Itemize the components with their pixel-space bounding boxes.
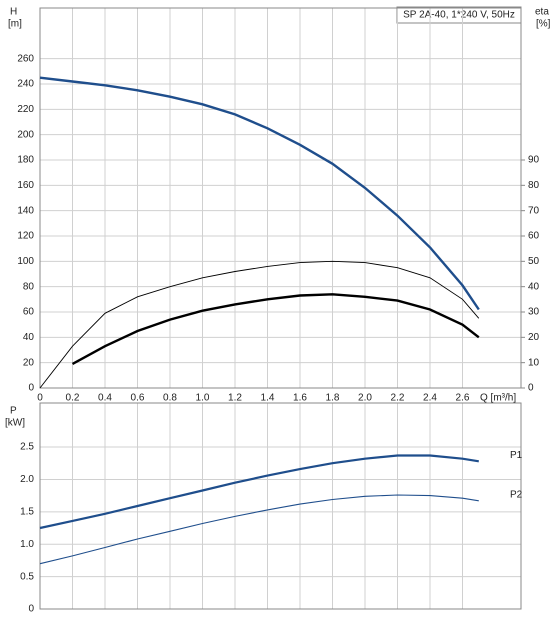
y2-tick-label: 90 [528,155,540,166]
y-tick-label: 1.0 [20,539,34,550]
y2-unit: [%] [536,19,551,30]
x-tick-label: 0.4 [98,393,112,404]
y2-tick-label: 30 [528,307,540,318]
y-label: P [10,406,17,417]
y-tick-label: 80 [23,281,35,292]
y-tick-label: 0 [28,604,34,615]
y-tick-label: 0 [28,383,34,394]
y-tick-label: 220 [17,104,34,115]
y-tick-label: 60 [23,307,35,318]
y-tick-label: 180 [17,155,34,166]
y-tick-label: 40 [23,332,35,343]
x-tick-label: 0.6 [131,393,145,404]
y2-tick-label: 50 [528,256,540,267]
plot-frame [39,7,522,389]
y-tick-label: 240 [17,79,34,90]
series-line [39,494,479,565]
y2-tick-label: 80 [528,180,540,191]
y2-tick-label: 40 [528,281,540,292]
y-label: H [10,7,17,18]
y-unit: [m] [8,19,22,30]
y-tick-label: 260 [17,53,34,64]
y2-tick-label: 60 [528,231,540,242]
y2-tick-label: 70 [528,205,540,216]
x-tick-label: 1.4 [261,393,275,404]
x-tick-label: 2.2 [391,393,405,404]
series-line [39,454,479,530]
x-tick-label: 1.0 [196,393,210,404]
series-line [39,260,480,389]
y-tick-label: 200 [17,129,34,140]
y-tick-label: 2.0 [20,474,34,485]
chart-title: SP 2A-40, 1*240 V, 50Hz [403,10,515,21]
y2-tick-label: 0 [528,383,534,394]
plot-frame [39,402,522,610]
y-tick-label: 1.5 [20,506,34,517]
y2-label: eta [535,7,549,18]
y-unit: [kW] [5,418,25,429]
x-tick-label: 0 [37,393,43,404]
series-line [71,293,480,365]
series-label: P1 [510,450,523,461]
y-tick-label: 20 [23,357,35,368]
y-tick-label: 160 [17,180,34,191]
x-tick-label: 0.8 [163,393,177,404]
y-tick-label: 140 [17,205,34,216]
x-tick-label: 1.8 [326,393,340,404]
x-tick-label: 2.6 [456,393,470,404]
series-line [39,76,480,311]
x-tick-label: 0.2 [66,393,80,404]
x-tick-label: 1.6 [293,393,307,404]
x-tick-label: 1.2 [228,393,242,404]
y-tick-label: 100 [17,256,34,267]
y-tick-label: 0.5 [20,571,34,582]
y-tick-label: 2.5 [20,442,34,453]
y-tick-label: 120 [17,231,34,242]
x-label: Q [m³/h] [480,393,516,404]
series-label: P2 [510,489,523,500]
y2-tick-label: 20 [528,332,540,343]
x-tick-label: 2.4 [423,393,437,404]
y2-tick-label: 10 [528,357,540,368]
x-tick-label: 2.0 [358,393,372,404]
